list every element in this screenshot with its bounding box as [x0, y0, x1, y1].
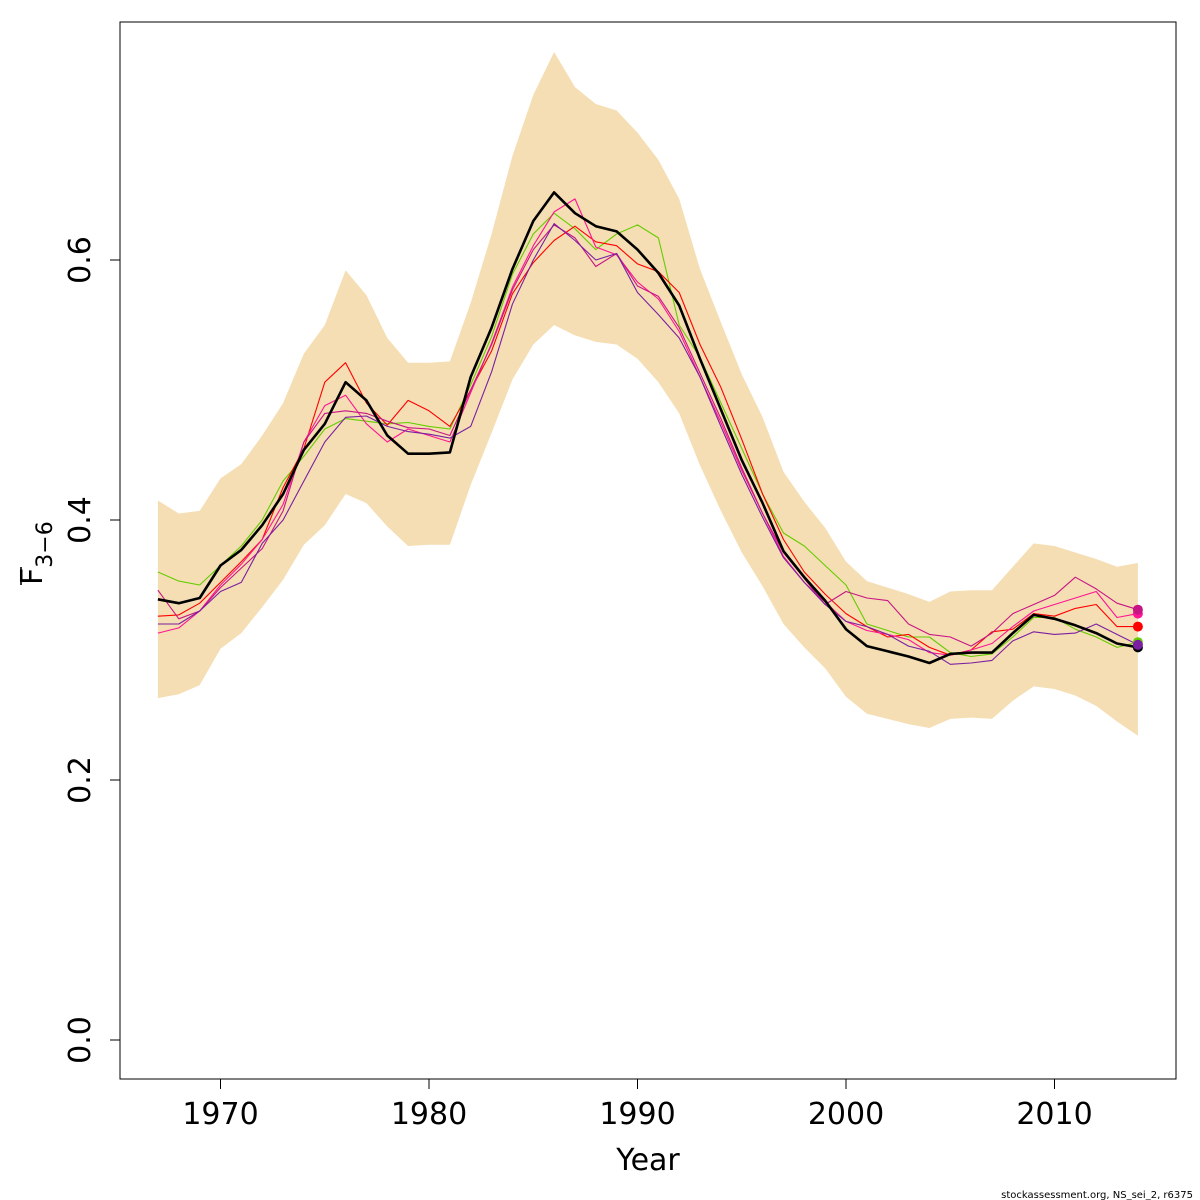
plot-frame — [119, 21, 1177, 1080]
y-axis-title-main: F — [15, 568, 50, 585]
x-tick-label: 1990 — [599, 1097, 675, 1132]
series-line-3 — [157, 225, 1138, 656]
series-line-5 — [157, 224, 1139, 647]
x-tick-label: 2010 — [1016, 1097, 1092, 1132]
series-line-4 — [157, 198, 1139, 656]
x-tick-label: 1980 — [391, 1097, 467, 1132]
end-dot-layer — [1132, 604, 1143, 653]
series-end-point-3 — [1132, 621, 1143, 632]
x-axis: 1970 1980 1990 2000 2010 — [182, 1079, 1093, 1132]
credit-text: stockassessment.org, NS_sei_2, r6375 — [1001, 1190, 1193, 1200]
series-line-6 — [157, 223, 1139, 665]
confidence-band-layer — [157, 52, 1138, 736]
series-line-1 — [157, 191, 1139, 665]
y-tick-label: 0.6 — [63, 236, 98, 284]
series-end-point-6 — [1132, 639, 1143, 650]
y-tick-label: 0.0 — [63, 1016, 98, 1064]
y-tick-label: 0.2 — [63, 756, 98, 804]
series-end-point-5 — [1132, 604, 1143, 615]
x-tick-label: 2000 — [808, 1097, 884, 1132]
series-layer — [157, 191, 1139, 665]
series-line-2 — [157, 212, 1139, 658]
y-axis-title-subscript: 3−6 — [33, 521, 58, 567]
x-axis-title: Year — [615, 1143, 680, 1178]
x-tick-label: 1970 — [182, 1097, 258, 1132]
svg-text:F3−6: F3−6 — [15, 521, 58, 585]
y-axis-title: F3−6 — [15, 521, 58, 585]
y-tick-label: 0.4 — [63, 496, 98, 544]
confidence-band — [157, 52, 1138, 736]
y-axis: 0.0 0.2 0.4 0.6 — [63, 236, 120, 1064]
